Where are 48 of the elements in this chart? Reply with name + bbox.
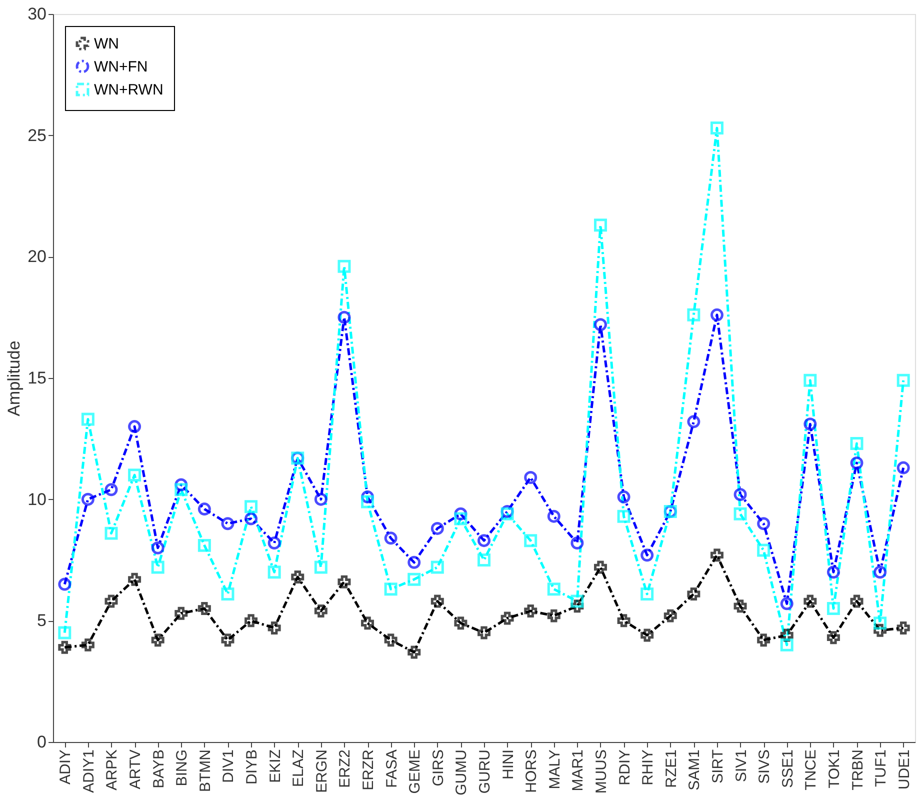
x-tick-label: SIV1 — [732, 750, 750, 782]
x-tick-label: BAYB — [150, 750, 168, 788]
x-tick-label: SAM1 — [686, 750, 704, 790]
x-tick-label: SIVS — [756, 750, 774, 784]
x-tick-label: RHIY — [640, 750, 657, 786]
x-tick-label: FASA — [383, 750, 400, 788]
x-tick-label: GUMU — [453, 750, 470, 796]
x-tick-label: UDE1 — [896, 750, 913, 790]
x-tick-label: MAR1 — [570, 750, 587, 792]
x-tick-label: ERGN — [313, 750, 330, 793]
x-tick-label: GIRS — [430, 750, 447, 786]
y-tick-label: 5 — [37, 611, 46, 630]
y-tick-label: 25 — [28, 126, 46, 145]
x-tick-label: ADIY1 — [80, 750, 98, 793]
x-tick-label: GEME — [406, 750, 424, 794]
x-tick-label: TUF1 — [872, 750, 890, 787]
x-tick-label: SSE1 — [779, 750, 796, 788]
x-tick-label: ERZ2 — [336, 750, 354, 788]
x-tick-label: HORS — [523, 750, 540, 793]
x-tick-label: ERZR — [360, 749, 378, 790]
x-tick-label: TNCE — [802, 750, 820, 790]
x-tick-label: TRBN — [849, 750, 866, 790]
x-tick-label: ELAZ — [290, 750, 308, 788]
y-tick-label: 10 — [28, 490, 46, 509]
x-tick-label: ARTV — [127, 750, 144, 790]
legend-label: WN+FN — [94, 58, 148, 76]
y-axis-title: Amplitude — [4, 340, 24, 416]
x-tick-label: MUUS — [592, 750, 610, 794]
x-tick-label: DIV1 — [220, 750, 238, 783]
x-tick-label: SIRT — [709, 750, 726, 784]
x-tick-label: EKIZ — [266, 750, 284, 783]
x-tick-label: DIYB — [244, 750, 261, 785]
x-tick-label: RZE1 — [662, 750, 680, 788]
x-tick-label: HINI — [500, 750, 517, 780]
y-tick-label: 30 — [28, 4, 46, 24]
x-tick-label: RDIY — [616, 750, 634, 786]
x-tick-label: GURU — [476, 750, 494, 794]
x-tick-label: MALY — [546, 750, 564, 790]
x-tick-label: TOK1 — [826, 750, 843, 788]
y-tick-label: 15 — [28, 368, 46, 388]
x-tick-label: ARPK — [104, 750, 121, 790]
x-tick-label: ADIY — [57, 750, 74, 785]
x-tick-label: BING — [174, 750, 191, 786]
x-tick-label: BTMN — [196, 750, 214, 792]
y-tick-label: 0 — [37, 732, 46, 752]
legend-label: WN — [94, 36, 119, 52]
legend-label: WN+RWN — [94, 82, 164, 98]
y-tick-label: 20 — [28, 247, 46, 266]
